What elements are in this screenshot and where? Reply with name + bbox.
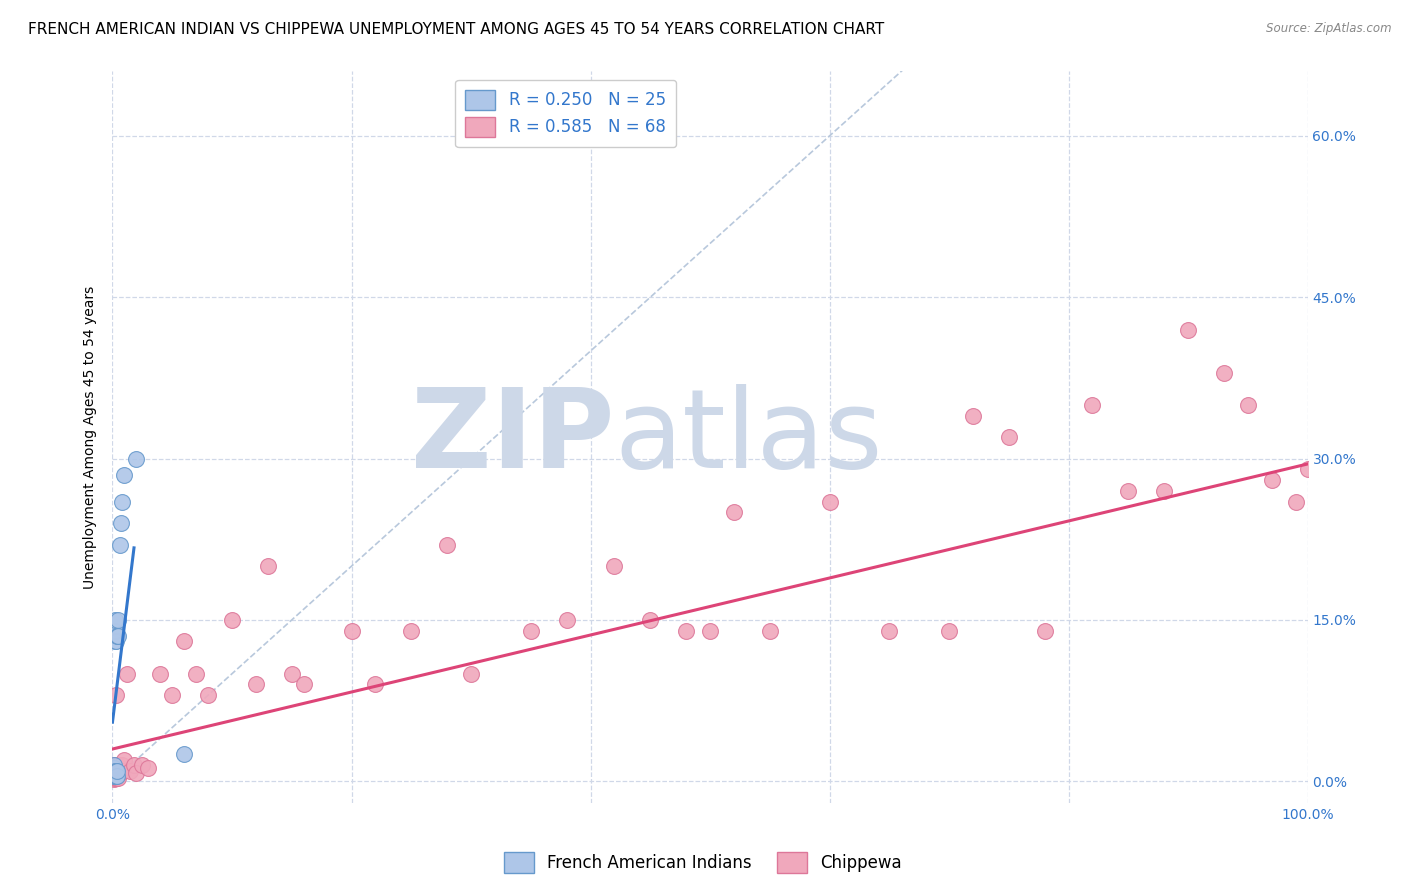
Point — [221, 613, 243, 627]
Point — [103, 764, 125, 778]
Text: Source: ZipAtlas.com: Source: ZipAtlas.com — [1267, 22, 1392, 36]
Point — [104, 764, 127, 778]
Point — [107, 613, 129, 627]
Point — [103, 765, 125, 780]
Point — [173, 634, 195, 648]
Point — [555, 613, 578, 627]
Point — [818, 494, 841, 508]
Point — [107, 765, 129, 780]
Point — [108, 538, 131, 552]
Point — [1153, 483, 1175, 498]
Point — [1118, 483, 1140, 498]
Point — [125, 765, 148, 780]
Point — [998, 430, 1021, 444]
Point — [103, 761, 125, 775]
Point — [122, 758, 145, 772]
Point — [1296, 462, 1319, 476]
Point — [105, 688, 128, 702]
Point — [245, 677, 267, 691]
Text: FRENCH AMERICAN INDIAN VS CHIPPEWA UNEMPLOYMENT AMONG AGES 45 TO 54 YEARS CORREL: FRENCH AMERICAN INDIAN VS CHIPPEWA UNEMP… — [28, 22, 884, 37]
Point — [281, 666, 304, 681]
Point — [112, 764, 135, 778]
Point — [460, 666, 482, 681]
Point — [340, 624, 363, 638]
Point — [111, 758, 134, 772]
Point — [111, 494, 134, 508]
Point — [110, 761, 132, 775]
Point — [105, 764, 128, 778]
Point — [162, 688, 183, 702]
Point — [103, 768, 125, 782]
Legend: French American Indians, Chippewa: French American Indians, Chippewa — [498, 846, 908, 880]
Point — [1213, 366, 1236, 380]
Point — [1237, 398, 1260, 412]
Point — [401, 624, 423, 638]
Point — [104, 634, 127, 648]
Point — [759, 624, 782, 638]
Point — [104, 771, 127, 785]
Point — [149, 666, 172, 681]
Point — [138, 761, 160, 775]
Point — [110, 516, 132, 530]
Point — [105, 771, 128, 785]
Point — [125, 451, 148, 466]
Legend: R = 0.250   N = 25, R = 0.585   N = 68: R = 0.250 N = 25, R = 0.585 N = 68 — [456, 79, 676, 147]
Point — [104, 769, 127, 783]
Point — [107, 758, 129, 772]
Point — [131, 758, 153, 772]
Point — [1081, 398, 1104, 412]
Point — [1261, 473, 1284, 487]
Point — [104, 768, 127, 782]
Point — [114, 467, 135, 482]
Point — [1177, 322, 1199, 336]
Point — [105, 768, 128, 782]
Point — [1033, 624, 1056, 638]
Point — [103, 758, 125, 772]
Point — [103, 772, 125, 786]
Point — [879, 624, 901, 638]
Point — [103, 770, 125, 784]
Point — [197, 688, 219, 702]
Point — [120, 764, 142, 778]
Point — [105, 764, 128, 778]
Point — [292, 677, 315, 691]
Point — [699, 624, 721, 638]
Point — [105, 769, 128, 783]
Point — [173, 747, 195, 762]
Point — [186, 666, 208, 681]
Point — [105, 629, 128, 643]
Point — [1285, 494, 1308, 508]
Point — [107, 771, 129, 785]
Point — [257, 559, 280, 574]
Point — [108, 764, 131, 778]
Point — [104, 613, 127, 627]
Point — [938, 624, 960, 638]
Point — [105, 764, 128, 778]
Point — [436, 538, 458, 552]
Point — [104, 624, 127, 638]
Y-axis label: Unemployment Among Ages 45 to 54 years: Unemployment Among Ages 45 to 54 years — [83, 285, 97, 589]
Point — [105, 764, 128, 778]
Point — [520, 624, 543, 638]
Point — [640, 613, 662, 627]
Point — [103, 764, 125, 778]
Point — [115, 666, 138, 681]
Point — [103, 769, 125, 783]
Point — [114, 753, 135, 767]
Point — [364, 677, 387, 691]
Text: atlas: atlas — [614, 384, 883, 491]
Point — [103, 765, 125, 780]
Point — [105, 634, 128, 648]
Point — [105, 769, 128, 783]
Point — [105, 769, 128, 783]
Point — [723, 505, 745, 519]
Point — [675, 624, 697, 638]
Point — [962, 409, 984, 423]
Point — [104, 765, 127, 780]
Point — [107, 629, 129, 643]
Point — [603, 559, 626, 574]
Point — [103, 758, 125, 772]
Point — [104, 764, 127, 778]
Text: ZIP: ZIP — [411, 384, 614, 491]
